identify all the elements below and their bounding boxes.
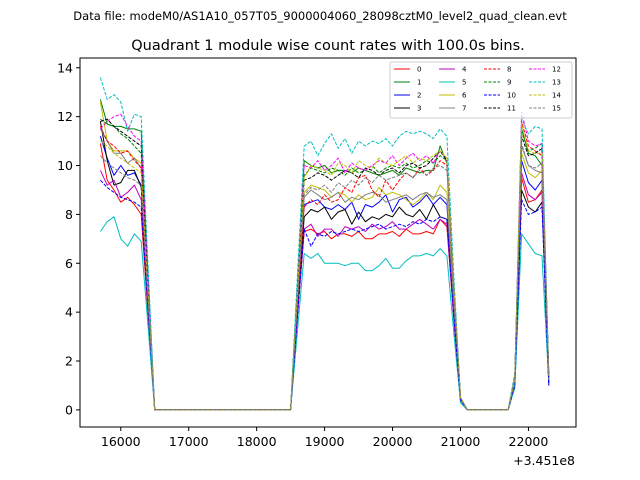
y-tick-label: 2 [65, 354, 73, 369]
legend-label-8: 8 [507, 66, 511, 74]
legend-label-3: 3 [417, 105, 421, 113]
legend-label-15: 15 [552, 105, 561, 113]
y-tick-label: 10 [57, 158, 73, 173]
legend-label-5: 5 [462, 79, 466, 87]
x-offset-label: +3.451e8 [513, 453, 575, 468]
legend-label-10: 10 [507, 92, 516, 100]
y-tick-label: 14 [57, 60, 73, 75]
chart-title: Quadrant 1 module wise count rates with … [131, 38, 525, 54]
x-tick-label: 20000 [373, 434, 413, 449]
legend-label-14: 14 [552, 92, 561, 100]
legend-label-12: 12 [552, 66, 561, 74]
x-axis: 16000 17000 18000 19000 20000 21000 22000 [101, 427, 548, 449]
y-axis: 0 2 4 6 8 10 12 14 [57, 60, 80, 417]
figure-suptitle: Data file: modeM0/AS1A10_057T05_90000040… [73, 9, 567, 23]
y-tick-label: 0 [65, 402, 73, 417]
y-tick-label: 8 [65, 207, 73, 222]
series-line-15 [100, 143, 550, 411]
legend-frame [389, 61, 573, 119]
y-tick-label: 4 [65, 305, 73, 320]
legend-label-2: 2 [417, 92, 421, 100]
x-tick-label: 22000 [509, 434, 549, 449]
legend-label-6: 6 [462, 92, 467, 100]
plot-area [79, 57, 577, 428]
x-tick-label: 21000 [441, 434, 481, 449]
series-layer [99, 77, 550, 411]
legend-label-4: 4 [462, 66, 467, 74]
legend-label-0: 0 [417, 66, 421, 74]
legend-label-11: 11 [507, 105, 516, 113]
x-tick-label: 17000 [169, 434, 209, 449]
x-tick-label: 19000 [305, 434, 345, 449]
legend-label-13: 13 [552, 79, 561, 87]
legend-label-1: 1 [417, 79, 421, 87]
y-tick-label: 6 [65, 256, 73, 271]
x-tick-label: 16000 [101, 434, 141, 449]
legend-label-9: 9 [507, 79, 511, 87]
legend-label-7: 7 [462, 105, 466, 113]
axes-frame [79, 57, 577, 428]
y-tick-label: 12 [57, 109, 73, 124]
x-tick-label: 18000 [237, 434, 277, 449]
